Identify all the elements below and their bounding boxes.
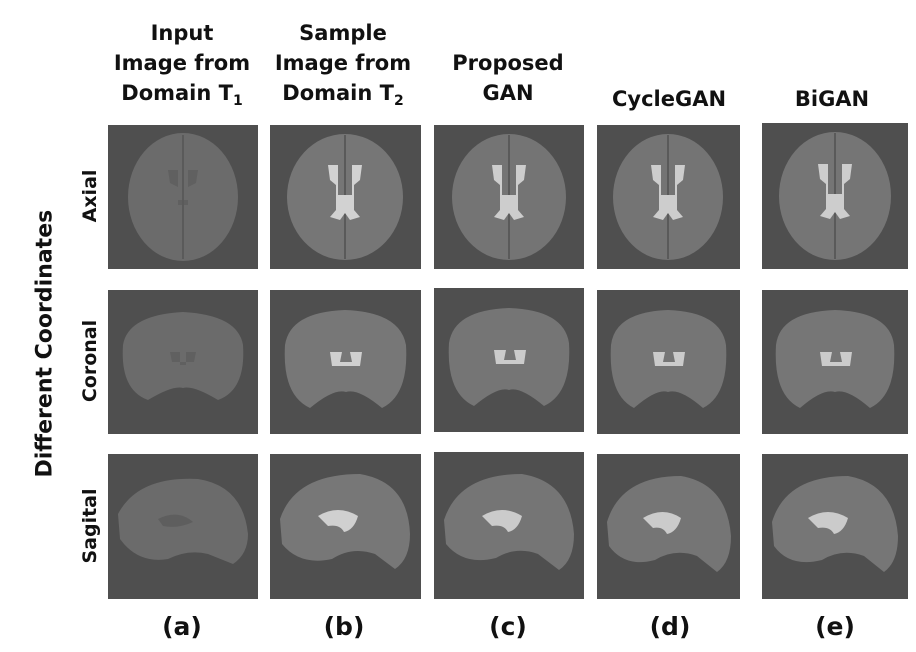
column-header-a-line1: Input bbox=[150, 21, 214, 45]
column-header-c: Proposed GAN bbox=[423, 48, 593, 108]
column-header-b-line1: Sample bbox=[299, 21, 387, 45]
image-sagital-c bbox=[434, 452, 584, 599]
column-header-d-line3: CycleGAN bbox=[611, 87, 727, 111]
caption-d: (d) bbox=[649, 612, 691, 641]
image-axial-e bbox=[762, 123, 908, 269]
image-coronal-e bbox=[762, 290, 908, 434]
column-header-c-line2: Proposed bbox=[452, 51, 564, 75]
side-label: Different Coordinates bbox=[32, 209, 58, 478]
column-header-b-line3: Domain T bbox=[282, 81, 394, 105]
column-header-e: BiGAN bbox=[747, 84, 916, 114]
image-axial-a bbox=[108, 125, 258, 269]
image-sagital-b bbox=[270, 454, 421, 599]
image-coronal-b bbox=[270, 290, 421, 434]
row-label-coronal: Coronal bbox=[79, 319, 101, 403]
column-header-a-line2: Image from bbox=[113, 51, 251, 75]
column-header-b: Sample Image from Domain T2 bbox=[258, 18, 428, 116]
column-header-c-line3: GAN bbox=[482, 81, 534, 105]
column-header-a-line3: Domain T bbox=[121, 81, 233, 105]
row-label-sagital: Sagital bbox=[79, 488, 101, 564]
image-sagital-e bbox=[762, 454, 908, 599]
image-coronal-d bbox=[597, 290, 740, 434]
image-sagital-a bbox=[108, 454, 258, 599]
row-label-axial: Axial bbox=[79, 169, 101, 223]
column-header-b-sub: 2 bbox=[393, 93, 404, 110]
caption-e: (e) bbox=[815, 612, 855, 641]
image-axial-d bbox=[597, 125, 740, 269]
image-coronal-c bbox=[434, 288, 584, 432]
image-axial-b bbox=[270, 125, 421, 269]
caption-b: (b) bbox=[323, 612, 365, 641]
caption-c: (c) bbox=[489, 612, 527, 641]
column-header-a-sub: 1 bbox=[232, 93, 243, 110]
image-coronal-a bbox=[108, 290, 258, 434]
column-header-d: CycleGAN bbox=[584, 84, 754, 114]
image-sagital-d bbox=[597, 454, 740, 599]
column-header-b-line2: Image from bbox=[274, 51, 412, 75]
column-header-b-line3-wrap: Domain T2 bbox=[258, 78, 428, 116]
column-header-a: Input Image from Domain T1 bbox=[97, 18, 267, 116]
caption-a: (a) bbox=[162, 612, 202, 641]
column-header-a-line3-wrap: Domain T1 bbox=[97, 78, 267, 116]
image-axial-c bbox=[434, 125, 584, 269]
column-header-e-line3: BiGAN bbox=[794, 87, 870, 111]
